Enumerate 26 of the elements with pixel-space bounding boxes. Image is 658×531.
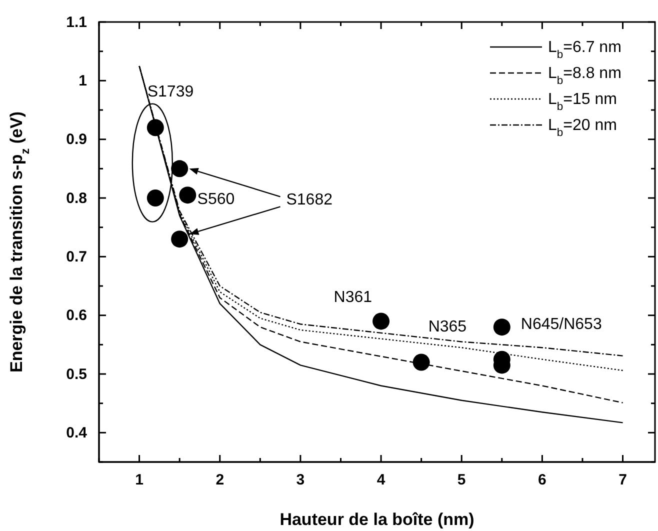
y-tick-label: 0.7 xyxy=(66,248,87,266)
y-tick-label: 0.6 xyxy=(66,307,87,324)
legend-label: L$_{b}$=8.8 nm xyxy=(548,65,622,87)
y-tick-label: 0.8 xyxy=(66,190,87,207)
legend-label: L$_{b}$=6.7 nm xyxy=(548,39,622,61)
annotation: N365 xyxy=(428,318,467,336)
x-tick-label: 4 xyxy=(376,472,386,489)
legend-label: L$_{b}$=15 nm xyxy=(548,91,617,113)
y-tick-label: 1 xyxy=(78,72,87,90)
x-tick-label: 5 xyxy=(457,472,466,489)
annotation: N645/N653 xyxy=(520,316,602,334)
annotation: N361 xyxy=(334,289,372,306)
y-tick-label: 1.1 xyxy=(66,14,87,31)
x-axis-title: Hauteur de la boîte (nm) xyxy=(280,510,474,529)
annotation: S560 xyxy=(197,190,235,208)
legend-label: L$_{b}$=20 nm xyxy=(548,117,617,139)
x-tick-label: 3 xyxy=(296,472,305,489)
annotation: S1739 xyxy=(147,84,194,101)
y-tick-label: 0.9 xyxy=(66,131,87,148)
x-tick-label: 2 xyxy=(216,472,224,489)
x-tick-label: 7 xyxy=(618,472,627,489)
y-tick-label: 0.4 xyxy=(66,424,88,442)
y-tick-label: 0.5 xyxy=(66,366,87,383)
x-tick-label: 6 xyxy=(538,472,546,489)
x-tick-label: 1 xyxy=(135,472,144,489)
annotation: S1682 xyxy=(286,192,333,209)
